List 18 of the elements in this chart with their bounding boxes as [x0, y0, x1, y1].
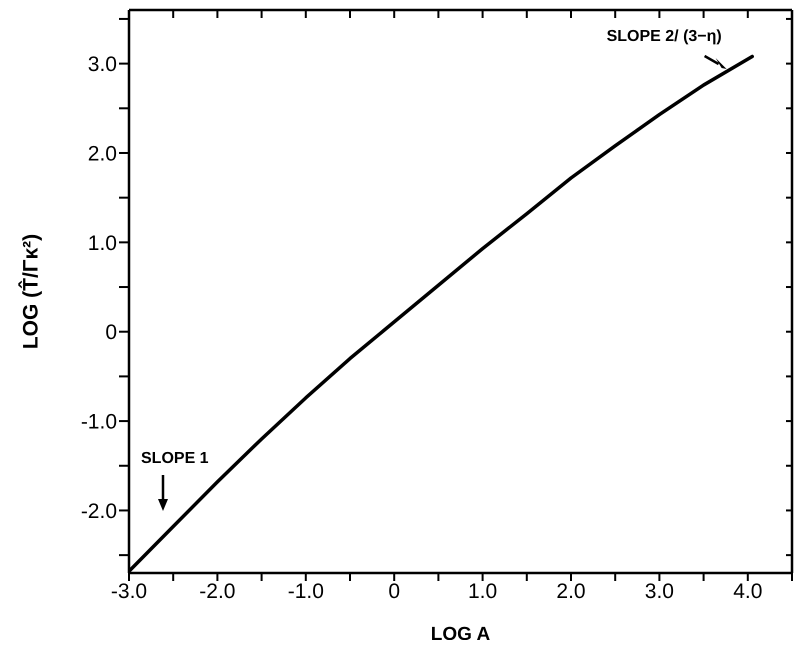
- x-tick-label: 3.0: [644, 580, 674, 603]
- x-tick-label: -1.0: [288, 580, 324, 603]
- y-tick-label: -2.0: [80, 500, 117, 523]
- x-tick-label: 4.0: [733, 580, 762, 603]
- x-tick-label: 2.0: [556, 580, 586, 603]
- y-tick-label: 1.0: [88, 232, 117, 255]
- y-tick-label: 3.0: [88, 53, 117, 76]
- x-tick-label: -2.0: [199, 580, 236, 603]
- annotation: SLOPE 2/ (3−η): [606, 28, 722, 45]
- annotation: SLOPE 1: [141, 450, 209, 467]
- y-tick-label: 2.0: [88, 142, 117, 166]
- y-tick-label: -1.0: [80, 410, 117, 434]
- x-axis-title: LOG A: [430, 624, 491, 645]
- y-axis-title: LOG (T̂/Γκ²): [18, 234, 42, 350]
- y-tick-label: 0: [105, 321, 117, 344]
- x-tick-label: 1.0: [468, 580, 498, 603]
- x-tick-label: 0: [388, 580, 400, 603]
- x-tick-label: -3.0: [110, 580, 148, 603]
